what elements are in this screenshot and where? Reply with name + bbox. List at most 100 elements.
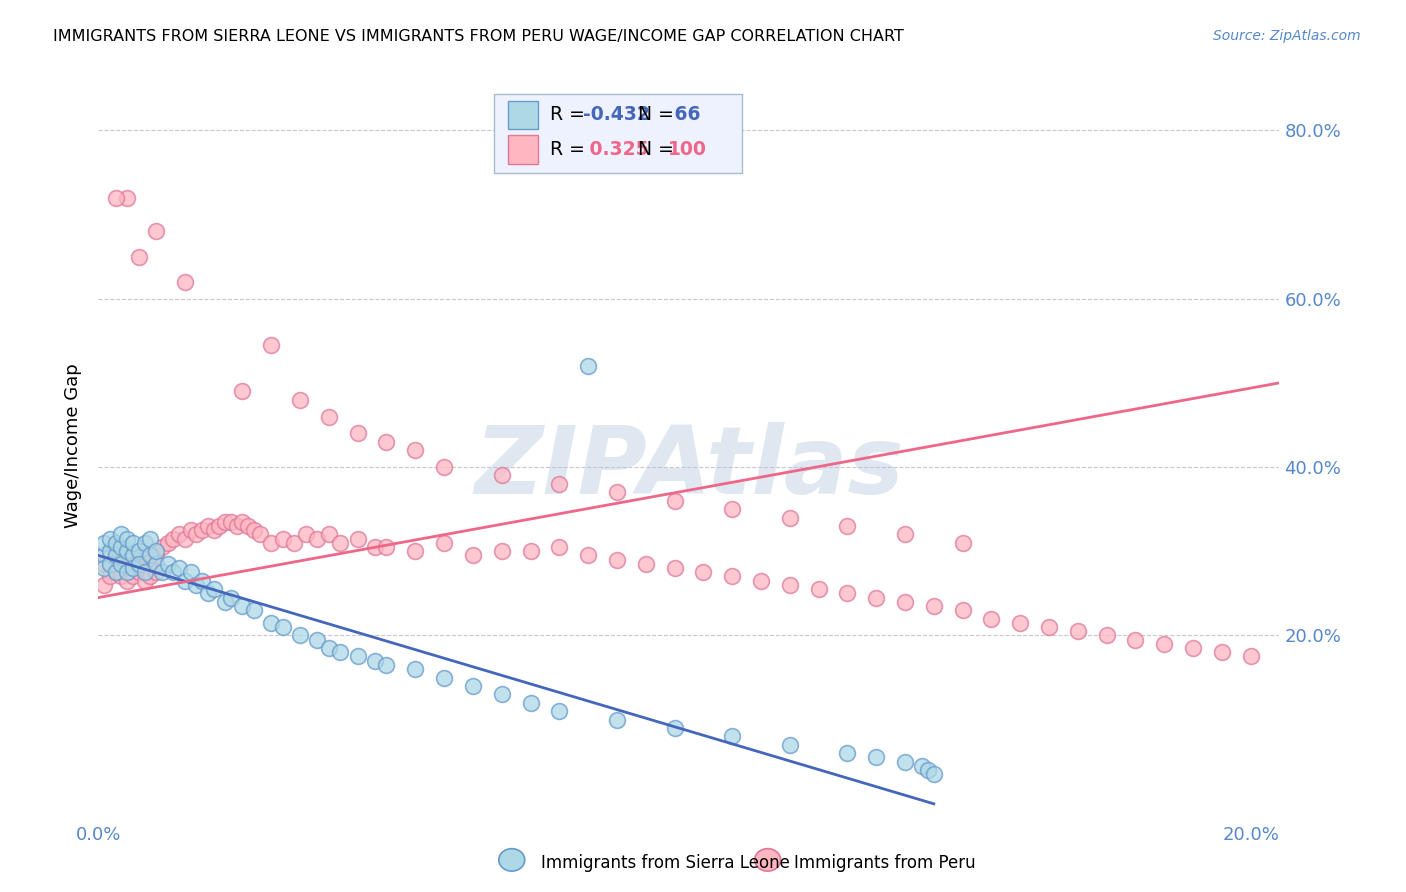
Text: 100: 100 (668, 140, 707, 159)
Point (110, 527, 132, 541)
Point (167, 561, 190, 575)
Point (807, 582, 830, 596)
Text: Source: ZipAtlas.com: Source: ZipAtlas.com (1213, 29, 1361, 43)
Point (606, 552, 628, 566)
Point (1211, 645, 1233, 659)
Point (128, 557, 150, 571)
Point (318, 527, 340, 541)
Point (156, 557, 179, 571)
Point (110, 540, 132, 554)
Point (104, 566, 127, 580)
Point (197, 586, 219, 600)
Point (139, 569, 162, 583)
Point (186, 527, 208, 541)
Point (260, 536, 283, 550)
Point (208, 519, 231, 533)
Point (980, 611, 1002, 625)
Point (104, 549, 127, 563)
Point (122, 536, 145, 550)
Point (134, 549, 156, 563)
Point (375, 434, 398, 449)
Point (150, 566, 173, 580)
Point (288, 392, 311, 407)
Point (115, 574, 138, 588)
Text: 66: 66 (668, 105, 700, 124)
Point (491, 687, 513, 701)
Point (664, 721, 686, 735)
Point (122, 552, 145, 566)
Point (98, 569, 121, 583)
Point (346, 649, 368, 664)
Point (911, 759, 934, 773)
Point (238, 519, 260, 533)
Point (1240, 649, 1263, 664)
Point (98, 549, 121, 563)
Text: R =: R = (550, 140, 591, 159)
Point (104, 566, 127, 580)
Point (128, 250, 150, 264)
Point (115, 557, 138, 571)
Point (917, 763, 939, 777)
Point (271, 532, 294, 546)
Point (404, 443, 426, 458)
Point (145, 544, 167, 558)
Point (606, 713, 628, 727)
Point (519, 544, 541, 558)
Point (173, 275, 195, 289)
Text: Immigrants from Peru: Immigrants from Peru (794, 855, 976, 872)
Point (145, 549, 167, 563)
Point (283, 536, 305, 550)
Point (243, 603, 266, 617)
Point (346, 532, 368, 546)
Point (134, 536, 156, 550)
Point (779, 578, 801, 592)
Point (779, 738, 801, 752)
Point (779, 510, 801, 524)
Point (952, 536, 974, 550)
Point (150, 540, 173, 554)
Point (461, 549, 484, 563)
Point (93, 549, 115, 563)
Point (139, 561, 162, 575)
Point (243, 523, 266, 537)
Point (1067, 624, 1090, 639)
Point (180, 566, 202, 580)
Point (219, 515, 242, 529)
Point (548, 704, 571, 718)
Point (219, 591, 242, 605)
Point (721, 502, 744, 516)
Point (115, 532, 138, 546)
Point (433, 460, 456, 475)
Text: -0.432: -0.432 (582, 105, 650, 124)
Point (93, 561, 115, 575)
Text: Immigrants from Sierra Leone: Immigrants from Sierra Leone (541, 855, 790, 872)
Point (134, 566, 156, 580)
Point (128, 557, 150, 571)
Point (404, 544, 426, 558)
Point (128, 566, 150, 580)
Point (433, 671, 456, 685)
Point (104, 540, 127, 554)
Point (288, 628, 311, 642)
Point (145, 566, 167, 580)
Point (260, 615, 283, 630)
Text: IMMIGRANTS FROM SIERRA LEONE VS IMMIGRANTS FROM PERU WAGE/INCOME GAP CORRELATION: IMMIGRANTS FROM SIERRA LEONE VS IMMIGRAN… (53, 29, 904, 44)
Point (260, 338, 283, 352)
FancyBboxPatch shape (508, 101, 537, 129)
Point (98, 544, 121, 558)
Point (548, 540, 571, 554)
Point (295, 527, 318, 541)
Point (865, 591, 887, 605)
Point (104, 536, 127, 550)
Point (375, 657, 398, 672)
Point (122, 549, 145, 563)
Point (93, 578, 115, 592)
Point (249, 527, 271, 541)
Point (202, 523, 225, 537)
Point (93, 557, 115, 571)
Point (173, 574, 195, 588)
Point (1095, 628, 1118, 642)
Point (894, 755, 917, 769)
Point (231, 384, 253, 399)
Point (98, 532, 121, 546)
